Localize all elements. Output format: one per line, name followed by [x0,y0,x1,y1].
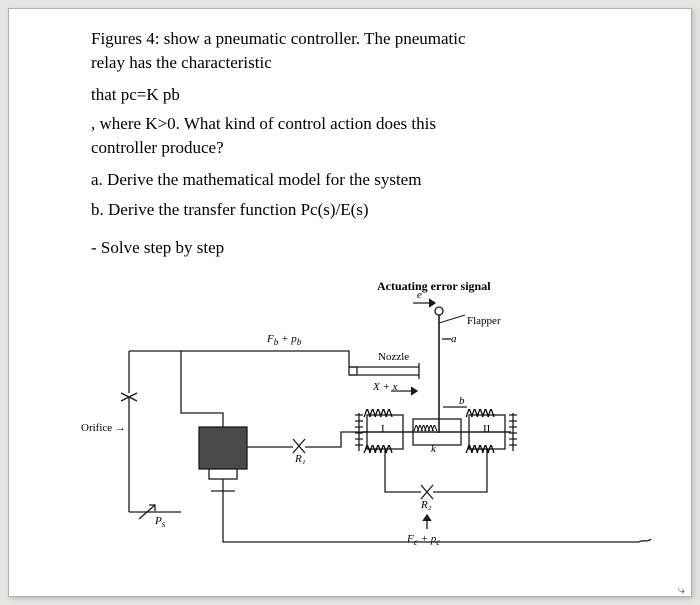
spring-right-top: ʌʌʌʌʌ [465,405,492,421]
item-b: b. Derive the transfer function Pc(s)/E(… [91,198,663,222]
label-I: I [381,423,385,435]
pneumatic-diagram: ʌʌʌʌʌ ʌʌʌʌʌ ʌʌʌʌʌ ʌʌʌʌʌ ʌʌʌʌʌʌ Actuating… [81,267,661,562]
label-b: b [459,395,465,407]
spring-left-bot: ʌʌʌʌʌ [363,441,390,457]
label-k: k [431,443,436,455]
line-2: relay has the characteristic [91,53,272,72]
problem-text: Figures 4: show a pneumatic controller. … [91,27,663,259]
label-ps: Ps [155,515,165,529]
label-fc-pc: Fc + pc [407,533,440,547]
label-r1: R₁ [295,453,306,465]
para-1: Figures 4: show a pneumatic controller. … [91,27,663,75]
solve-note: - Solve step by step [91,236,663,260]
flapper-pointer [439,311,469,325]
label-e: e [417,289,422,301]
line-4: , where K>0. What kind of control action… [91,114,436,133]
line-5: controller produce? [91,138,224,157]
label-r2: R₂ [421,499,432,511]
spring-center: ʌʌʌʌʌʌ [413,421,435,434]
spring-right-bot: ʌʌʌʌʌ [465,441,492,457]
label-orifice: Orifice → [81,422,126,434]
label-fb-pb: Fb + pb [267,333,301,347]
label-nozzle: Nozzle [378,351,409,363]
line-1: Figures 4: show a pneumatic controller. … [91,29,466,48]
spring-left-top: ʌʌʌʌʌ [363,405,390,421]
page-corner-icon: ⤷ [678,582,685,598]
label-actuating: Actuating error signal [377,279,491,294]
label-II: II [483,423,490,435]
item-a: a. Derive the mathematical model for the… [91,168,663,192]
label-a: a [451,333,457,345]
label-flapper: Flapper [467,315,501,327]
document-page: Figures 4: show a pneumatic controller. … [8,8,692,597]
para-2: , where K>0. What kind of control action… [91,112,663,160]
label-xx: X + x [373,381,398,393]
para-eq: that pc=K pb [91,83,663,107]
